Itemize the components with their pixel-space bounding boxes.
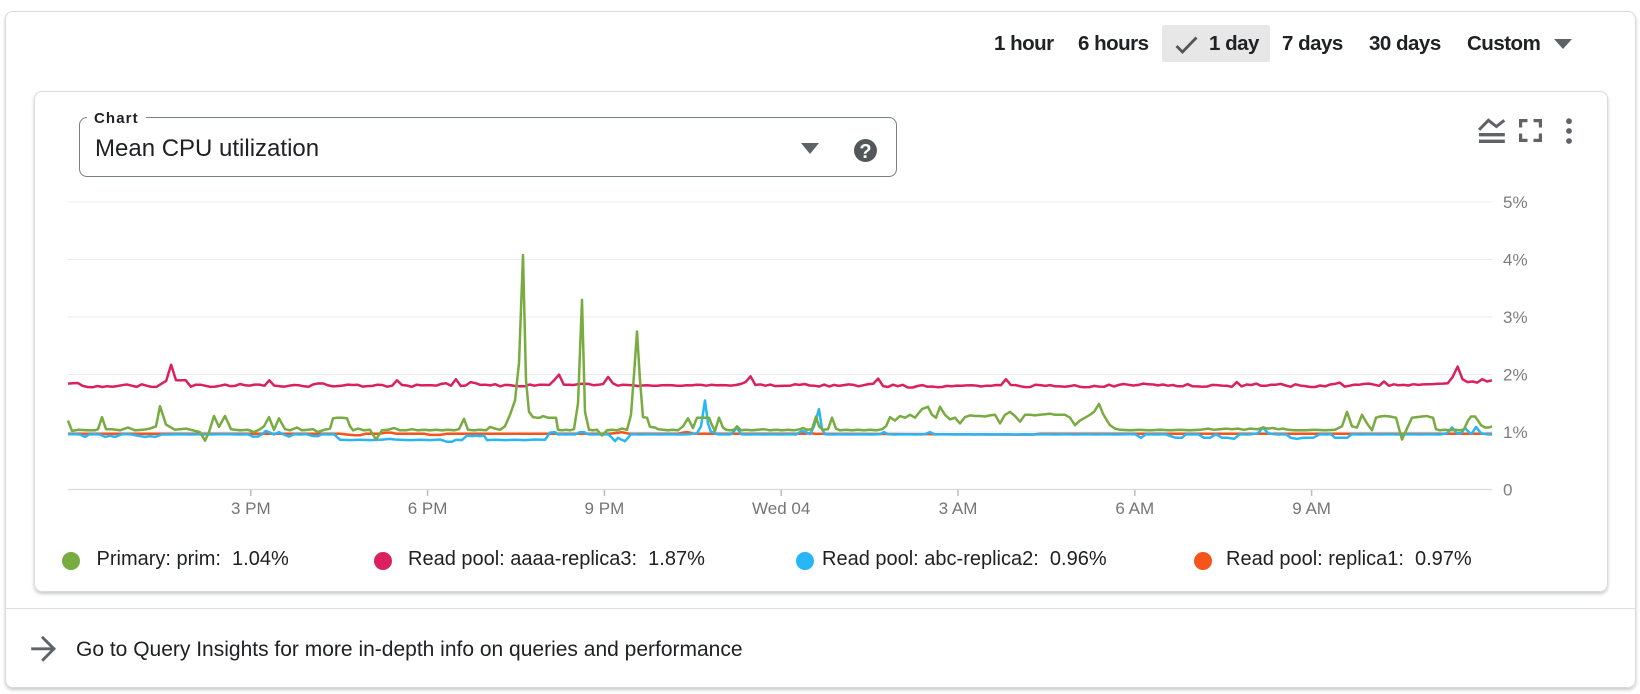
svg-text:3 AM: 3 AM <box>939 499 978 518</box>
svg-text:9 PM: 9 PM <box>585 499 625 518</box>
svg-text:1%: 1% <box>1503 423 1528 442</box>
svg-text:5%: 5% <box>1503 193 1528 212</box>
svg-text:4%: 4% <box>1503 251 1528 270</box>
svg-text:3%: 3% <box>1503 308 1528 327</box>
svg-text:9 AM: 9 AM <box>1292 499 1331 518</box>
svg-text:6 PM: 6 PM <box>408 499 448 518</box>
svg-text:3 PM: 3 PM <box>231 499 271 518</box>
svg-text:Wed 04: Wed 04 <box>752 499 810 518</box>
svg-text:0: 0 <box>1503 481 1512 500</box>
svg-text:6 AM: 6 AM <box>1115 499 1154 518</box>
svg-text:2%: 2% <box>1503 366 1528 385</box>
